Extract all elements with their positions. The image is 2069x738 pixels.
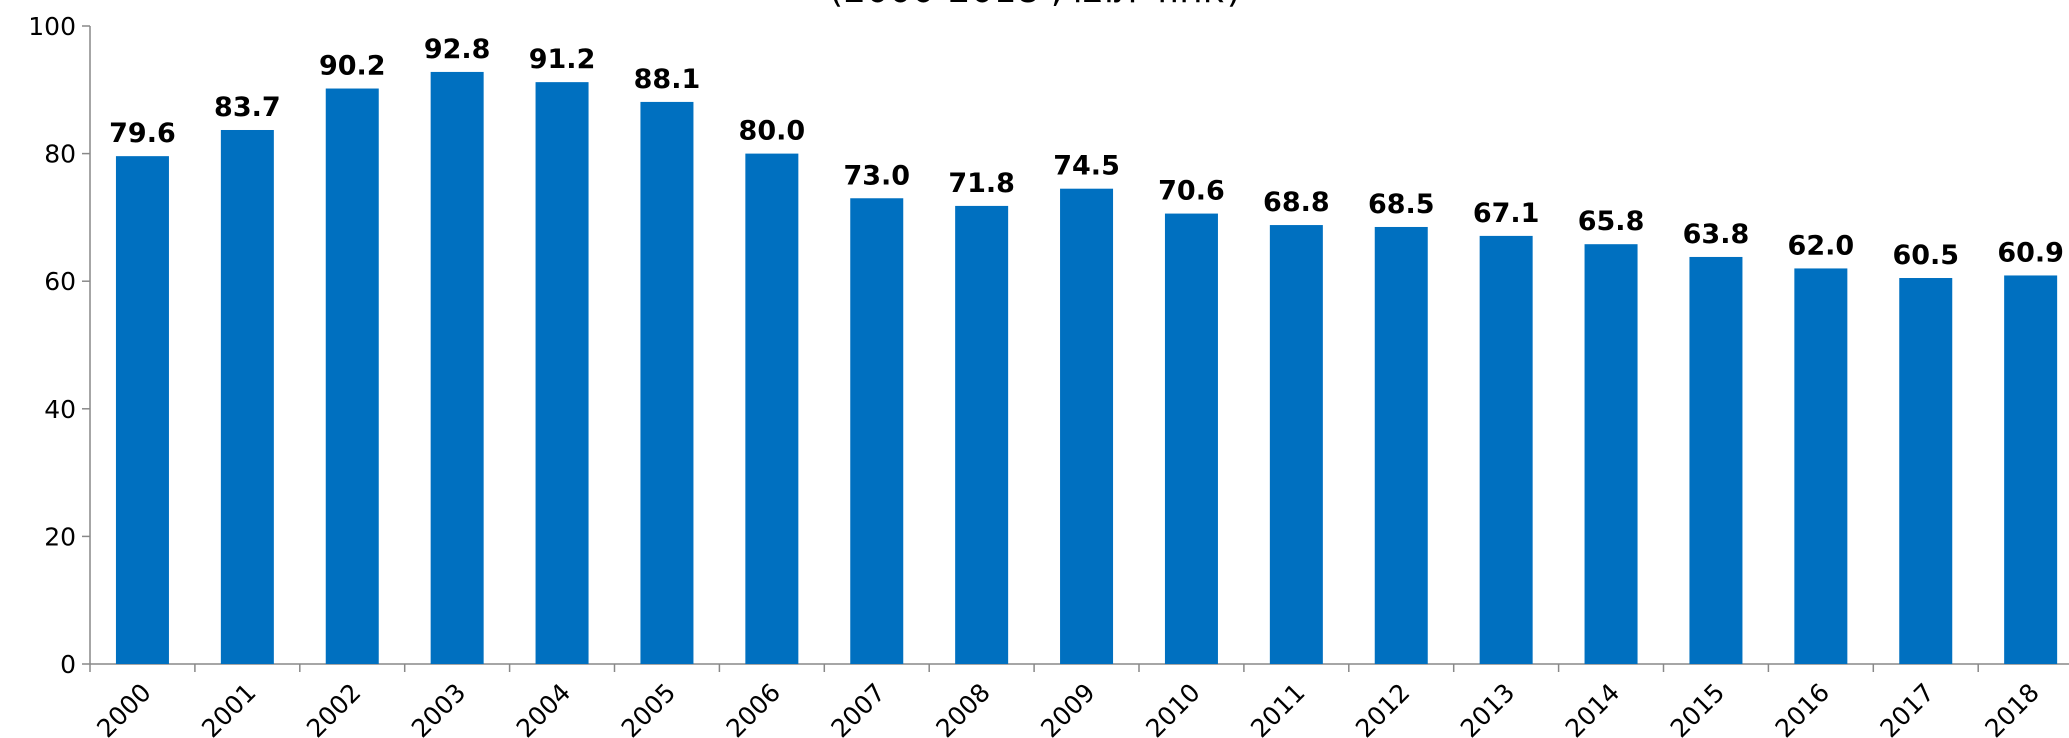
x-tick-label: 2005 (616, 678, 681, 738)
x-tick-label: 2002 (301, 678, 366, 738)
x-tick-label: 2008 (930, 678, 995, 738)
bar (430, 71, 484, 665)
value-label: 62.0 (1788, 230, 1855, 261)
x-tick-label: 2016 (1770, 678, 1835, 738)
value-label: 67.1 (1473, 198, 1540, 229)
chart-title: (אחוזי תוצר, 2000-2018) (829, 0, 1241, 11)
x-tick-label: 2012 (1350, 678, 1415, 738)
x-tick-label: 2009 (1035, 678, 1100, 738)
x-tick-label: 2003 (406, 678, 471, 738)
x-tick-label: 2007 (825, 678, 890, 738)
value-label: 74.5 (1053, 151, 1120, 182)
value-label: 80.0 (739, 116, 806, 147)
value-label: 63.8 (1683, 219, 1750, 250)
y-tick-label: 80 (44, 140, 76, 169)
value-label: 88.1 (634, 64, 701, 95)
x-tick-label: 2001 (196, 678, 261, 738)
y-tick-label: 0 (60, 650, 76, 679)
value-label: 73.0 (843, 160, 910, 191)
value-label: 70.6 (1158, 176, 1225, 207)
bar (850, 198, 904, 664)
x-tick-label: 2018 (1979, 678, 2044, 738)
bar (1060, 188, 1114, 664)
bar (955, 205, 1009, 664)
bar (1374, 226, 1428, 664)
value-label: 60.9 (1997, 237, 2064, 268)
x-tick-label: 2017 (1874, 678, 1939, 738)
value-label: 71.8 (948, 168, 1015, 199)
bar (640, 101, 694, 664)
value-label: 65.8 (1578, 206, 1645, 237)
x-tick-label: 2013 (1455, 678, 1520, 738)
bar (1899, 278, 1953, 664)
x-tick-label: 2004 (511, 678, 576, 738)
value-label: 92.8 (424, 34, 491, 65)
bar (1584, 244, 1638, 665)
value-label: 68.8 (1263, 187, 1330, 218)
bar (1794, 268, 1848, 664)
x-tick-label: 2011 (1245, 678, 1310, 738)
y-tick-label: 60 (44, 267, 76, 296)
value-label: 68.5 (1368, 189, 1435, 220)
x-tick-label: 2006 (721, 678, 786, 738)
bar (745, 153, 799, 664)
bar (2004, 275, 2058, 664)
bar (325, 88, 379, 665)
y-tick-label: 20 (44, 522, 76, 551)
bar (535, 82, 589, 665)
value-label: 90.2 (319, 51, 386, 82)
x-tick-label: 2010 (1140, 678, 1205, 738)
value-label: 79.6 (109, 118, 176, 149)
x-tick-label: 2015 (1665, 678, 1730, 738)
value-label: 60.5 (1892, 240, 1959, 271)
bar (220, 129, 274, 664)
bar (1269, 225, 1323, 664)
bar (1689, 256, 1743, 664)
value-label: 83.7 (214, 92, 281, 123)
y-tick-label: 40 (44, 395, 76, 424)
y-tick-label: 100 (28, 12, 76, 41)
bar (115, 156, 169, 665)
bar (1164, 213, 1218, 664)
bar (1479, 235, 1533, 665)
x-tick-label: 2000 (91, 678, 156, 738)
x-tick-label: 2014 (1560, 678, 1625, 738)
value-label: 91.2 (529, 44, 596, 75)
